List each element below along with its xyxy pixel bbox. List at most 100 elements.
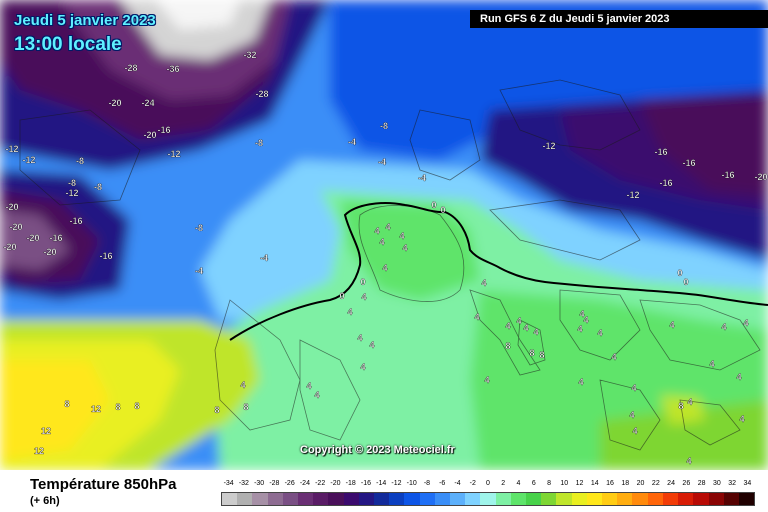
isotherm-label: -20	[143, 130, 156, 140]
legend-label: 22	[651, 480, 660, 487]
legend-swatch	[465, 493, 481, 505]
isotherm-label: -8	[380, 121, 388, 131]
isotherm-label: -8	[68, 178, 76, 188]
isotherm-label: 4	[632, 426, 637, 436]
isotherm-label: 4	[516, 316, 521, 326]
legend-swatch	[313, 493, 329, 505]
isotherm-label: 0	[440, 205, 445, 215]
isotherm-label: -16	[659, 178, 672, 188]
isotherm-label: 4	[611, 352, 616, 362]
isotherm-label: -12	[167, 149, 180, 159]
isotherm-label: 12	[91, 404, 101, 414]
isotherm-label: -20	[43, 247, 56, 257]
isotherm-label: 4	[314, 390, 319, 400]
isotherm-label: 8	[134, 401, 139, 411]
isotherm-label: -20	[3, 242, 16, 252]
isotherm-label: 4	[240, 380, 245, 390]
legend-label: 6	[531, 480, 536, 487]
isotherm-label: -20	[5, 202, 18, 212]
isotherm-label: 4	[379, 237, 384, 247]
isotherm-label: 4	[369, 340, 374, 350]
legend-label: 30	[712, 480, 721, 487]
isotherm-value-labels: -28 -36-32-28-20 -24-16-20-12-12-12-8-8 -8-…	[3, 50, 767, 466]
isotherm-label: 8	[539, 350, 544, 360]
legend-label: 26	[682, 480, 691, 487]
legend-label: -22	[315, 480, 326, 487]
isotherm-label: -8	[255, 138, 263, 148]
isotherm-label: 8	[678, 401, 683, 411]
isotherm-label: 4	[306, 381, 311, 391]
isotherm-label: 4	[481, 278, 486, 288]
isotherm-label: 4	[578, 377, 583, 387]
legend-swatch	[450, 493, 466, 505]
isotherm-label: -12	[5, 144, 18, 154]
legend-swatch	[662, 493, 679, 505]
legend-label: -6	[439, 480, 446, 487]
legend-label: 2	[501, 480, 506, 487]
isotherm-label: 4	[385, 222, 390, 232]
isotherm-label: 4	[709, 359, 714, 369]
legend-swatch	[328, 493, 344, 505]
legend-swatch	[358, 493, 375, 505]
isotherm-label: -4	[378, 157, 386, 167]
legend-swatch	[222, 493, 238, 505]
legend-label: 20	[636, 480, 645, 487]
legend-swatch	[267, 493, 283, 505]
legend-label: 18	[621, 480, 630, 487]
isotherm-label: -32	[243, 50, 256, 60]
legend-swatch	[237, 493, 253, 505]
legend-swatch	[480, 493, 496, 505]
legend-label: 16	[606, 480, 614, 487]
legend-swatch	[419, 493, 435, 505]
model-run-info: Run GFS 6 Z du Jeudi 5 janvier 2023	[470, 10, 768, 28]
legend-label: -28	[269, 480, 280, 487]
isotherm-label: 4	[533, 327, 538, 337]
isotherm-label: 4	[631, 383, 636, 393]
legend-label: -30	[254, 480, 265, 487]
legend-label: -34	[223, 480, 234, 487]
legend-swatch	[495, 493, 511, 505]
legend-label: 0	[486, 480, 490, 487]
legend-swatch	[434, 493, 451, 505]
isotherm-label: -36	[166, 64, 179, 74]
isotherm-label: 0	[683, 277, 688, 287]
isotherm-label: 4	[484, 375, 489, 385]
legend-label: 14	[590, 480, 599, 487]
temperature-field	[0, 0, 768, 470]
legend-label: 32	[728, 480, 737, 487]
isotherm-label: 8	[505, 341, 510, 351]
isotherm-label: 4	[743, 318, 748, 328]
isotherm-label: -4	[348, 137, 356, 147]
legend-swatch	[343, 493, 359, 505]
isotherm-label: -28	[255, 89, 268, 99]
legend-swatch	[678, 493, 694, 505]
legend-swatch	[298, 493, 314, 505]
isotherm-label: -12	[542, 141, 555, 151]
legend-label: 28	[697, 480, 706, 487]
legend-swatch	[571, 493, 587, 505]
legend-swatch	[586, 493, 603, 505]
legend-swatch	[404, 493, 420, 505]
legend-label: 4	[516, 480, 521, 487]
isotherm-label: -28	[124, 63, 137, 73]
isotherm-label: -16	[69, 216, 82, 226]
legend-swatch	[708, 493, 724, 505]
isotherm-label: 4	[505, 321, 510, 331]
isotherm-label: 4	[597, 328, 602, 338]
variable-title: Température 850hPa	[30, 476, 177, 493]
isotherm-label: 4	[736, 372, 741, 382]
legend-swatch	[632, 493, 648, 505]
temperature-map: -28 -36-32-28-20 -24-16-20-12-12-12-8-8 -8-…	[0, 0, 768, 470]
isotherm-label: -8	[94, 182, 102, 192]
legend-swatch	[647, 493, 663, 505]
legend-swatch	[389, 493, 405, 505]
legend-swatch	[738, 493, 755, 505]
legend-label: 24	[667, 480, 675, 487]
isotherm-label: 4	[577, 324, 582, 334]
isotherm-label: -12	[65, 188, 78, 198]
isotherm-label: 12	[34, 446, 44, 456]
color-scale-legend: -34 -32 -30 -28 -26 -24 -22 -20 -18 -16 -14 -12 -10-…	[221, 480, 755, 510]
legend-label: -32	[238, 480, 249, 487]
isotherm-label: 0	[360, 277, 365, 287]
isotherm-label: -20	[108, 98, 121, 108]
